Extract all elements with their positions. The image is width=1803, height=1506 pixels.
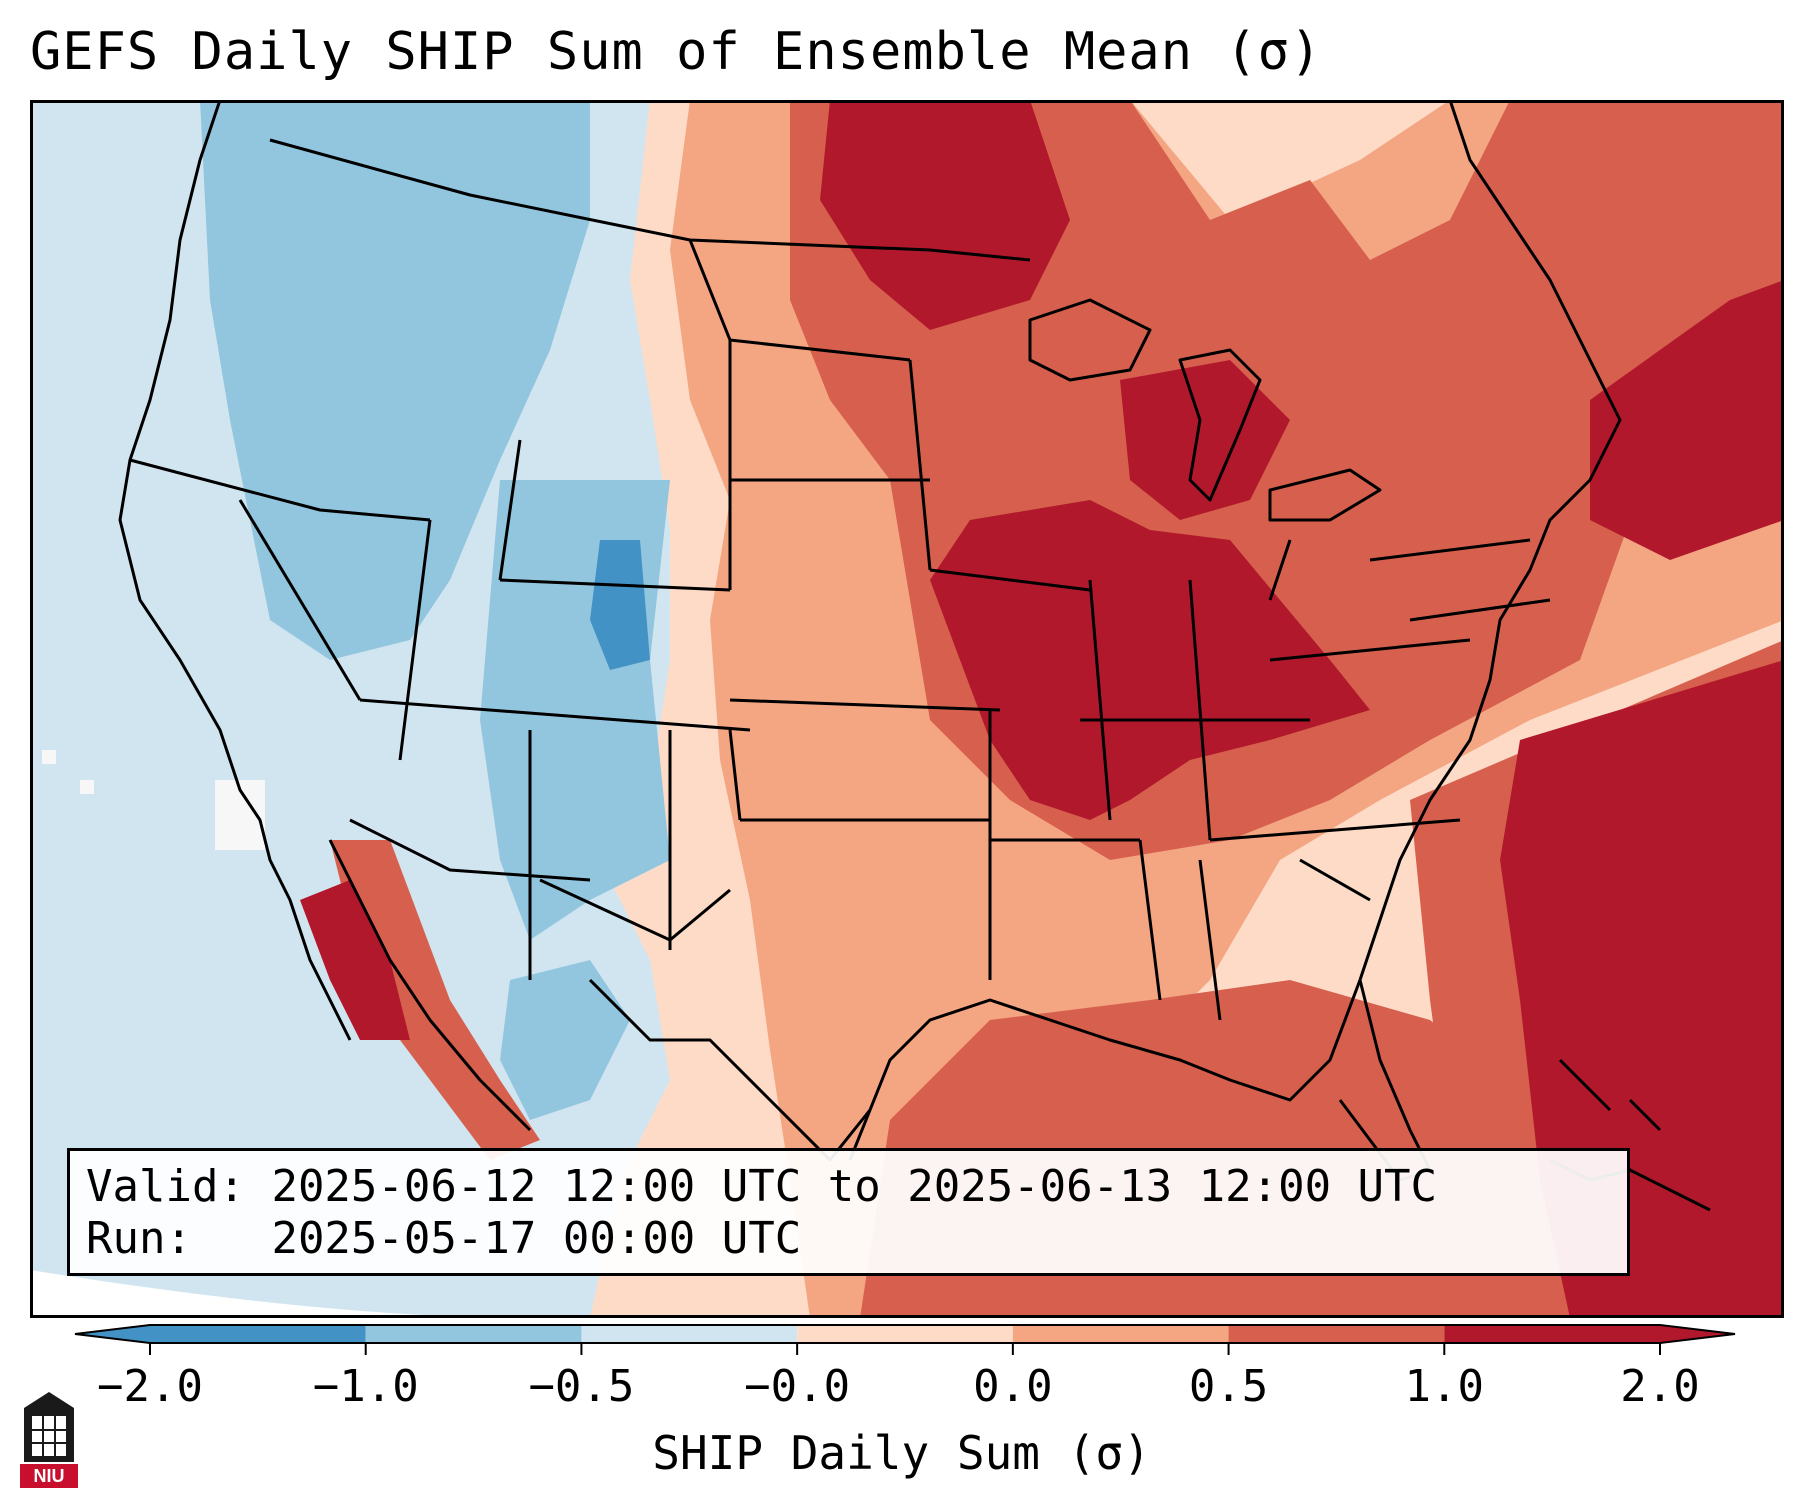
run-line: Run: 2025-05-17 00:00 UTC xyxy=(86,1213,801,1264)
colorbar-segment xyxy=(1012,1325,1229,1343)
colorbar-segment xyxy=(1228,1325,1445,1343)
colorbar-tick-label: −2.0 xyxy=(97,1361,203,1412)
colorbar-segment xyxy=(150,1325,366,1343)
colorbar-segment xyxy=(581,1325,798,1343)
info-box: Valid: 2025-06-12 12:00 UTC to 2025-06-1… xyxy=(67,1148,1630,1276)
lake-michigan-huron xyxy=(1178,348,1262,502)
colorbar-tick-label: 1.0 xyxy=(1405,1361,1484,1412)
colorbar-tick-label: 0.5 xyxy=(1189,1361,1268,1412)
run-value: 2025-05-17 00:00 UTC xyxy=(271,1213,802,1264)
colorbar-tick-label: −0.5 xyxy=(528,1361,634,1412)
niu-logo: NIU xyxy=(20,1392,78,1488)
colorbar-segment xyxy=(365,1325,582,1343)
colorbar-tick-label: −0.0 xyxy=(744,1361,850,1412)
colorbar-extend-low xyxy=(75,1325,150,1343)
colorbar: −2.0 −1.0 −0.5 −0.0 0.0 0.5 1.0 2.0 xyxy=(74,1324,1736,1412)
colorbar-segment xyxy=(1444,1325,1660,1343)
lake-erie xyxy=(1268,468,1382,522)
logo-text: NIU xyxy=(34,1466,65,1486)
pacific-coastline xyxy=(118,100,352,1041)
gulf-coastline xyxy=(848,979,1362,1161)
colorbar-segments xyxy=(74,1324,1736,1344)
colorbar-title: SHIP Daily Sum (σ) xyxy=(652,1426,1151,1480)
colorbar-segment xyxy=(797,1325,1013,1343)
map-panel xyxy=(30,100,1784,1318)
valid-label: Valid: xyxy=(86,1161,245,1212)
atlantic-coastline xyxy=(1358,100,1622,981)
colorbar-extend-high xyxy=(1660,1325,1735,1343)
colorbar-tick-label: −1.0 xyxy=(313,1361,419,1412)
valid-line: Valid: 2025-06-12 12:00 UTC to 2025-06-1… xyxy=(86,1161,1437,1212)
valid-value: 2025-06-12 12:00 UTC to 2025-06-13 12:00… xyxy=(271,1161,1438,1212)
map-frame xyxy=(30,100,1784,1318)
colorbar-tick-label: 2.0 xyxy=(1620,1361,1699,1412)
run-label: Run: xyxy=(86,1213,192,1264)
lake-superior xyxy=(1028,298,1152,382)
colorbar-ticks: −2.0 −1.0 −0.5 −0.0 0.0 0.5 1.0 2.0 xyxy=(97,1343,1700,1412)
colorbar-tick-label: 0.0 xyxy=(973,1361,1052,1412)
page-title: GEFS Daily SHIP Sum of Ensemble Mean (σ) xyxy=(30,22,1323,82)
projection-edge xyxy=(30,1270,530,1318)
